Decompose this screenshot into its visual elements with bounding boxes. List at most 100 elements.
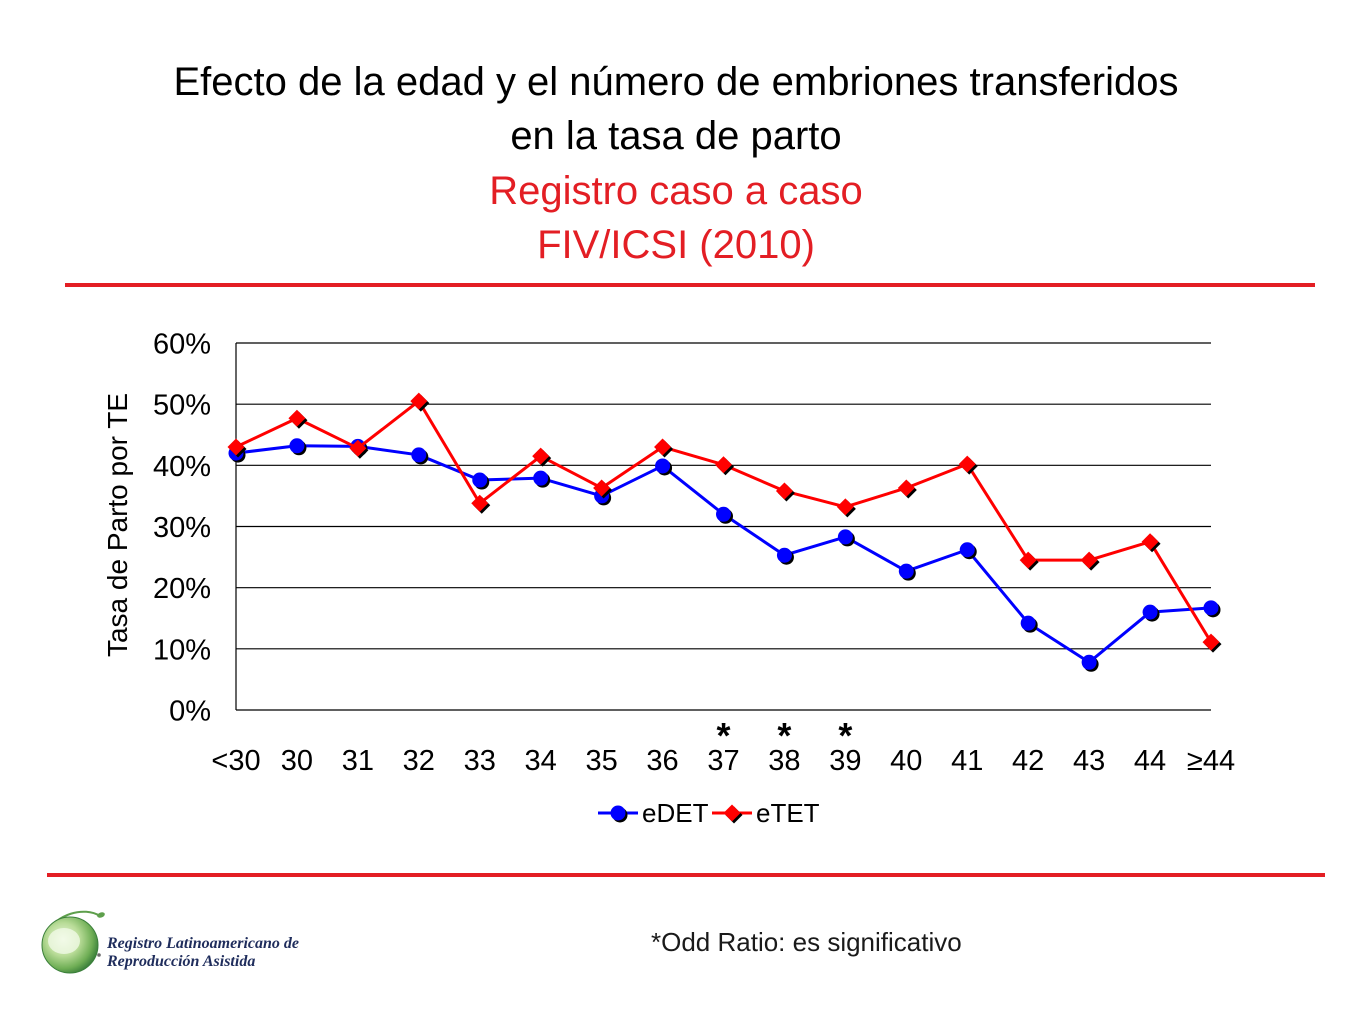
logo-text-line-1: Registro Latinoamericano de [106,935,299,952]
edet-data-point [1020,615,1038,633]
circle-marker [1081,654,1097,670]
legend-label-edet: eDET [642,798,709,828]
logo-dot [97,953,101,957]
circle-marker [959,542,975,558]
y-tick-label: 10% [153,634,211,666]
significance-asterisk: * [838,715,852,756]
etet-data-point [1202,633,1222,653]
edet-data-point [1142,604,1160,622]
edet-data-point [837,529,855,547]
etet-data-point [227,438,247,458]
edet-data-point [472,472,490,490]
diamond-marker [897,479,915,497]
edet-data-point [655,458,673,476]
x-tick-label: 40 [890,745,922,777]
x-tick-label: ≥44 [1187,745,1235,777]
y-tick-label: 50% [153,390,211,422]
diamond-marker [1080,551,1098,569]
legend-item-edet: eDET [598,798,709,828]
logo-leaf [97,912,105,918]
y-axis-label: Tasa de Parto por TE [102,393,133,657]
circle-marker [1020,615,1036,631]
x-tick-label: 37 [707,745,739,777]
circle-marker [716,506,731,522]
etet-data-point [897,479,917,499]
circle-marker [776,547,792,563]
etet-data-point [775,482,795,502]
edet-series-line [235,444,1212,664]
edet-data-point [411,447,429,465]
diamond-marker [715,456,732,474]
etet-data-point [1080,551,1100,571]
chart-legend: eDET eTET [598,798,820,828]
x-tick-label: 32 [403,745,435,777]
x-tick-label: 44 [1134,745,1166,777]
y-tick-label: 20% [153,573,211,605]
logo: Registro Latinoamericano de Reproducción… [41,910,299,974]
diamond-marker [593,479,611,497]
slide-title: Efecto de la edad y el número de embrion… [173,60,1178,267]
etet-data-point [349,439,369,459]
x-tick-label: 43 [1073,745,1105,777]
logo-text-line-2: Reproducción Asistida [106,953,255,970]
line-chart: 0% 10% 20% 30% 40% 50% 60% <30 30 31 32 33 34 35 36 37… [102,329,1235,829]
etet-data-point [288,409,308,429]
diamond-marker [349,439,367,457]
subtitle-registry: Registro caso a caso [489,169,863,213]
circle-marker [533,470,549,486]
x-tick-label: 38 [768,745,800,777]
legend-item-etet: eTET [712,798,820,828]
edet-data-point [898,563,916,581]
edet-data-point [1203,600,1221,618]
circle-marker [898,563,914,579]
etet-data-point [1019,551,1039,571]
edet-data-point [289,438,307,456]
x-tick-label: 42 [1012,745,1044,777]
circle-marker [837,529,853,545]
etet-data-point [958,455,978,475]
y-axis-tick-labels: 0% 10% 20% 30% 40% 50% 60% [153,329,211,728]
etet-data-point [410,392,430,412]
etet-data-point [654,438,674,458]
x-tick-label: 35 [585,745,617,777]
etet-data-point [715,456,734,476]
globe-logo-icon [41,910,105,974]
edet-data-point [959,542,977,560]
legend-marker-edet [610,805,628,823]
diamond-marker [288,409,306,427]
diamond-marker [471,494,489,512]
legend-marker-etet [723,804,743,824]
y-tick-label: 30% [153,512,211,544]
x-tick-label: 30 [281,745,313,777]
edet-data-point [716,506,733,524]
significance-asterisk: * [777,715,791,756]
chart-gridlines [235,342,1211,711]
title-line-1: Efecto de la edad y el número de embrion… [173,60,1178,104]
circle-marker [472,472,488,488]
y-tick-label: 0% [169,696,211,728]
diamond-marker [227,438,245,456]
logo-globe-highlight [48,928,80,954]
x-axis-tick-labels: <30 30 31 32 33 34 35 36 37 38 39 40 41 42 43 44 ≥44 [211,745,1235,777]
diamond-marker [723,804,741,822]
circle-marker [289,438,305,454]
significance-annotations: * * * [716,715,852,756]
title-line-2: en la tasa de parto [510,114,841,158]
etet-data-point [471,494,491,514]
subtitle-method-year: FIV/ICSI (2010) [537,223,815,267]
y-tick-label: 40% [153,451,211,483]
circle-marker [1142,604,1158,620]
x-tick-label: <30 [211,745,260,777]
etet-series [227,392,1222,653]
diamond-marker [775,482,793,500]
etet-data-point [1141,533,1161,553]
diamond-marker [532,447,550,465]
circle-marker [411,447,427,463]
edet-data-point [776,547,794,565]
significance-asterisk: * [716,715,730,756]
x-tick-label: 36 [646,745,678,777]
x-tick-label: 31 [342,745,374,777]
diamond-marker [1141,533,1159,551]
diamond-marker [958,455,976,473]
edet-data-point [533,470,551,488]
